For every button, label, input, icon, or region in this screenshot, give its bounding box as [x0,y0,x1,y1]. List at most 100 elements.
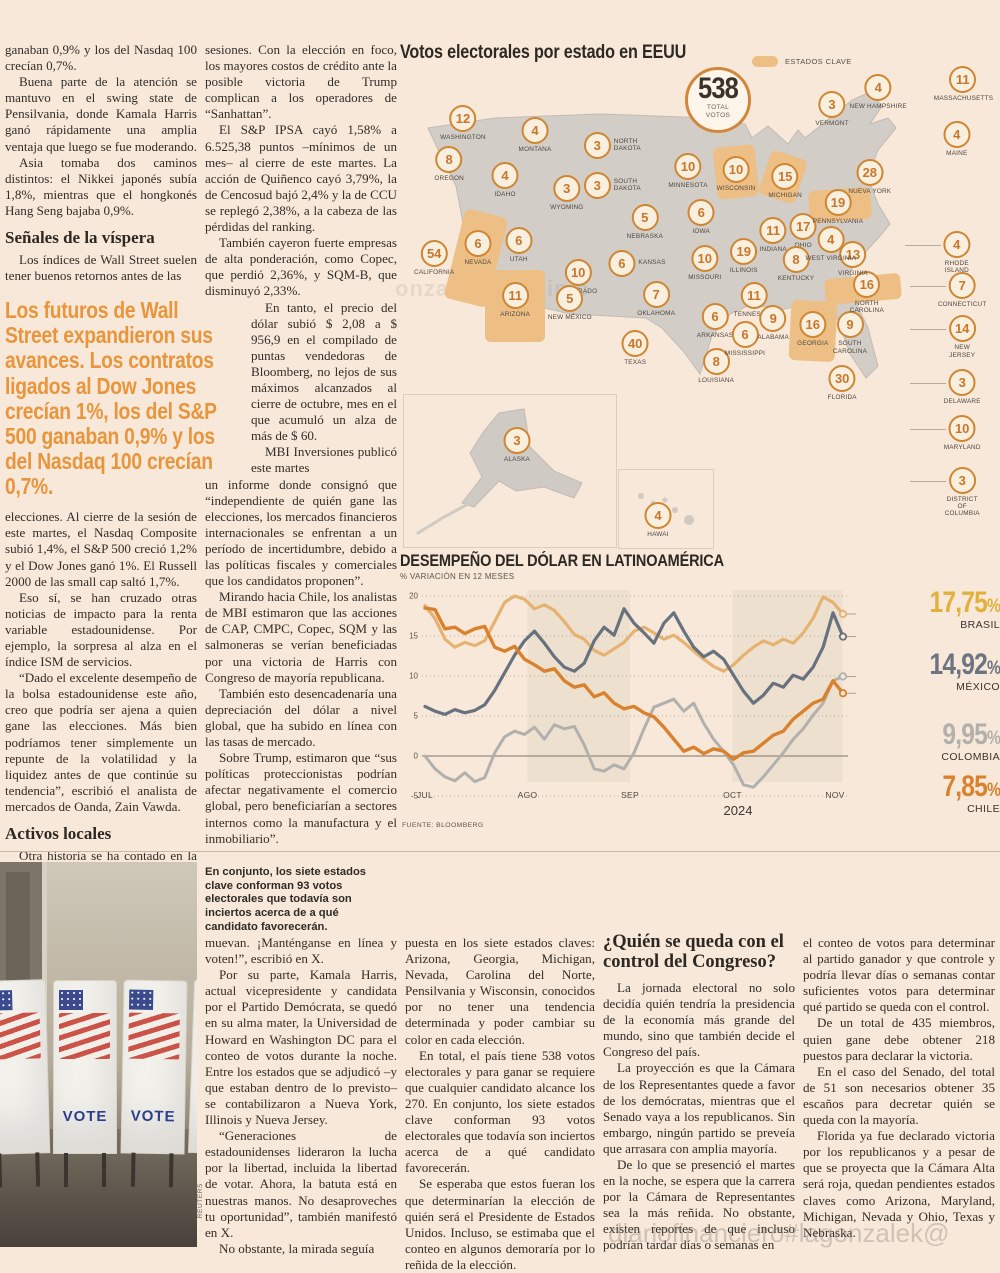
voting-booth: VOTE [120,979,188,1188]
state-label: MISSISSIPPI [724,349,766,357]
vote-count-circle: 6 [464,230,492,258]
svg-text:2024: 2024 [724,803,753,818]
voting-booths-photo: VOTE VOTE VOTE [0,862,197,1247]
state-marker-kansas: 6 KANSAS [608,249,666,277]
vote-count-circle: 13 [839,240,867,268]
state-label: NEVADA [464,259,492,267]
state-marker-louisiana: 8 LOUISIANA [698,348,734,384]
booth-legs [64,1153,106,1187]
state-marker-idaho: 4 IDAHO [491,162,519,198]
paragraph: El S&P IPSA cayó 1,58% a 6.525,38 puntos… [205,122,398,235]
vote-count-circle: 4 [817,225,845,253]
state-marker-florida: 30 FLORIDA [828,365,857,401]
state-label: CALIFORNIA [414,268,455,276]
state-label: ARIZONA [500,310,531,318]
state-marker-utah: 6 UTAH [505,226,533,263]
series-end-label-m-xico: 14,92% MÉXICO [840,650,1000,694]
paragraph: Los índices de Wall Street suelen tener … [5,251,197,284]
map-title: Votos electorales por estado en EEUU [400,42,687,63]
article-heading: ¿Quién se queda con el control del Congr… [603,932,784,972]
bottom-column-1: muevan. ¡Manténganse en línea y voten!”,… [205,935,397,1257]
state-label: WYOMING [550,204,584,212]
chart-title: DESEMPEÑO DEL DÓLAR EN LATINOAMÉRICA [400,552,724,570]
svg-text:SEP: SEP [621,790,639,800]
vote-count-circle: 4 [644,501,672,529]
series-end-label-chile: 7,85% CHILE [840,770,1000,816]
state-label: OKLAHOMA [637,309,676,317]
state-label: INDIANA [759,245,787,253]
state-label: ALABAMA [757,334,789,342]
state-label: NEW HAMPSHIRE [849,103,907,111]
paragraph: En tanto, el precio del dólar subió $ 2,… [251,299,397,444]
paragraph: Mirando hacia Chile, los analistas de MB… [205,589,397,685]
state-label: ALASKA [503,455,531,463]
state-marker-connecticut: 7 CONNECTICUT [938,271,987,308]
vote-count-circle: 9 [759,305,787,333]
bottom-column-2: puesta en los siete estados claves: Ariz… [405,935,595,1273]
state-label: OREGON [434,174,464,182]
vote-count-circle: 6 [701,302,729,330]
key-state-swatch [752,56,778,67]
state-marker-colorado: 10COLORADO [559,258,597,295]
state-marker-south-dakota: 3 SOUTH DAKOTA [583,171,658,199]
state-marker-north-dakota: 3 NORTH DAKOTA [583,131,658,159]
state-marker-delaware: 3 DELAWARE [944,369,981,405]
vote-count-circle: 3 [503,426,531,454]
state-label: PENNSYLVANIA [812,218,864,226]
vote-count-circle: 17 [789,212,817,240]
state-label: LOUISIANA [698,377,735,385]
total-votes-label: TOTAL VOTOS [705,103,731,119]
series-value: 17,75% [929,586,1000,619]
state-label: UTAH [509,255,528,263]
svg-text:20: 20 [409,592,418,601]
vote-count-circle: 10 [722,155,750,183]
state-marker-alaska: 3 ALASKA [503,426,531,463]
paragraph: ganaban 0,9% y los del Nasdaq 100 crecía… [5,42,197,74]
vote-count-circle: 9 [836,311,864,339]
state-marker-north-carolina: 16 NORTH CAROLINA [838,270,896,315]
paragraph: puesta en los siete estados claves: Ariz… [405,935,595,1047]
paragraph: “Generaciones de estadounidenses liderar… [205,1128,397,1240]
vote-count-circle: 8 [702,348,730,376]
state-label: MINNESOTA [668,182,708,190]
state-marker-wyoming: 3 WYOMING [550,175,583,211]
newspaper-page: { "article": { "left": [ {"type":"p","in… [0,42,1000,1272]
paragraph: Eso sí, se han cruzado otras noticias de… [5,589,197,670]
state-marker-kentucky: 8 KENTUCKY [778,245,814,282]
state-label: KANSAS [638,259,666,267]
paragraph: De un total de 435 miembros, quien gane … [803,1015,995,1063]
state-marker-california: 54 CALIFORNIA [414,239,455,276]
vote-sign: VOTE [130,1107,176,1126]
state-label: MICHIGAN [768,192,802,200]
bottom-column-3: ¿Quién se queda con el control del Congr… [603,932,795,1254]
flag-canton [0,990,13,1011]
voting-booth [0,979,51,1188]
flag-stripes [0,1012,41,1060]
paragraph: MBI Inversiones publicó este martes [251,444,397,476]
flag-canton [128,989,154,1010]
state-marker-indiana: 11 INDIANA [759,216,787,253]
total-votes-badge: 538 TOTAL VOTOS [685,66,751,133]
state-label: MARYLAND [943,444,981,452]
series-end-label-brasil: 17,75% BRASIL [840,586,1000,632]
vote-count-circle: 28 [856,159,884,187]
vote-count-circle: 11 [501,281,529,309]
paragraph: De lo que se presenció el martes en la n… [603,1156,795,1253]
vote-count-circle: 4 [521,117,549,145]
vote-count-circle: 15 [771,163,799,191]
state-marker-oregon: 8 OREGON [434,145,464,182]
vote-count-circle: 16 [799,311,827,339]
state-label: NORTH DAKOTA [613,137,641,153]
voting-booth: VOTE [53,980,117,1187]
svg-text:OCT: OCT [723,790,742,800]
series-value: 7,85% [942,770,1000,803]
series-name: BRASIL [960,619,1000,631]
state-marker-nevada: 6 NEVADA [464,230,492,267]
article-column-left: ganaban 0,9% y los del Nasdaq 100 crecía… [5,42,217,880]
state-marker-alabama: 9 ALABAMA [757,305,789,341]
state-marker-washington: 12 WASHINGTON [440,105,486,141]
paragraph: un informe donde consignó que “independi… [205,476,397,589]
state-marker-montana: 4 MONTANA [519,117,552,153]
svg-text:AGO: AGO [518,790,538,800]
